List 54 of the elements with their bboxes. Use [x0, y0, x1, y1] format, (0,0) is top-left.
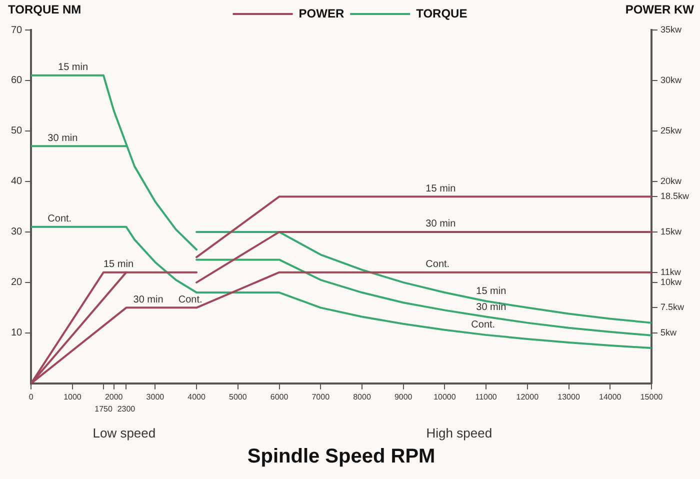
x-tick-label: 12000 [516, 392, 540, 402]
y-tick-label: 10 [11, 328, 23, 339]
text: 2300 [117, 404, 136, 414]
x-tick-label: 11000 [475, 392, 498, 402]
y-tick-label: 50 [11, 126, 23, 137]
y2-tick-label: 11kw [660, 266, 682, 277]
y-tick-label: 60 [11, 75, 23, 86]
y-tick-label: 40 [11, 176, 23, 188]
annotation: Cont. [426, 259, 450, 270]
x-tick-label: 6000 [270, 392, 289, 402]
y-tick-label: 30 [11, 226, 23, 238]
y2-tick-label: 10kw [660, 276, 682, 287]
annotation: 30 min [476, 302, 506, 313]
annotation: 15 min [58, 62, 88, 74]
y2-axis-title: POWER KW [625, 2, 695, 16]
x-tick-label: 7000 [312, 392, 330, 402]
annotation: 30 min [133, 294, 164, 306]
annotation: 30 min [426, 218, 456, 230]
annotation: 15 min [104, 259, 134, 270]
x-tick-label: 0 [28, 392, 34, 402]
annotation: Cont. [178, 294, 202, 306]
y2-tick-label: 25kw [660, 125, 682, 136]
y2-tick-label: 30kw [660, 74, 682, 85]
y-axis-title: TORQUE NM [8, 2, 82, 16]
y2-tick-label: 15kw [660, 226, 682, 236]
x-tick-label: 9000 [394, 392, 413, 402]
text: High speed [426, 425, 492, 440]
x-tick-label: 15000 [640, 392, 664, 402]
x-tick-label: 4000 [188, 392, 206, 402]
annotation: Cont. [48, 214, 72, 225]
x-axis-title: Spindle Speed RPM [247, 446, 436, 468]
annotation: 15 min [426, 183, 456, 194]
annotation: 15 min [476, 286, 506, 297]
y2-tick-label: 18.5kw [660, 191, 690, 202]
x-tick-label: 5000 [229, 392, 248, 402]
y2-tick-label: 7.5kw [660, 302, 684, 312]
x-tick-label: 2000 [104, 392, 124, 402]
y2-tick-label: 35kw [660, 24, 682, 34]
x-tick-label: 13000 [558, 392, 580, 402]
x-tick-label: 1000 [64, 392, 82, 402]
x-tick-label: 10000 [434, 392, 456, 402]
x-tick-label: 14000 [599, 392, 622, 402]
annotation: 30 min [48, 132, 78, 144]
y2-tick-label: 5kw [660, 327, 677, 338]
x-tick-label: 3000 [146, 392, 165, 402]
legend-label: POWER [298, 6, 344, 20]
x-tick-label: 8000 [353, 392, 372, 402]
y-tick-label: 70 [11, 24, 23, 36]
y2-tick-label: 20kw [660, 176, 682, 186]
y-tick-label: 20 [11, 277, 23, 288]
text: Low speed [92, 425, 156, 440]
text: 1750 [94, 404, 113, 414]
legend-label: TORQUE [416, 6, 468, 20]
annotation: Cont. [471, 320, 496, 331]
